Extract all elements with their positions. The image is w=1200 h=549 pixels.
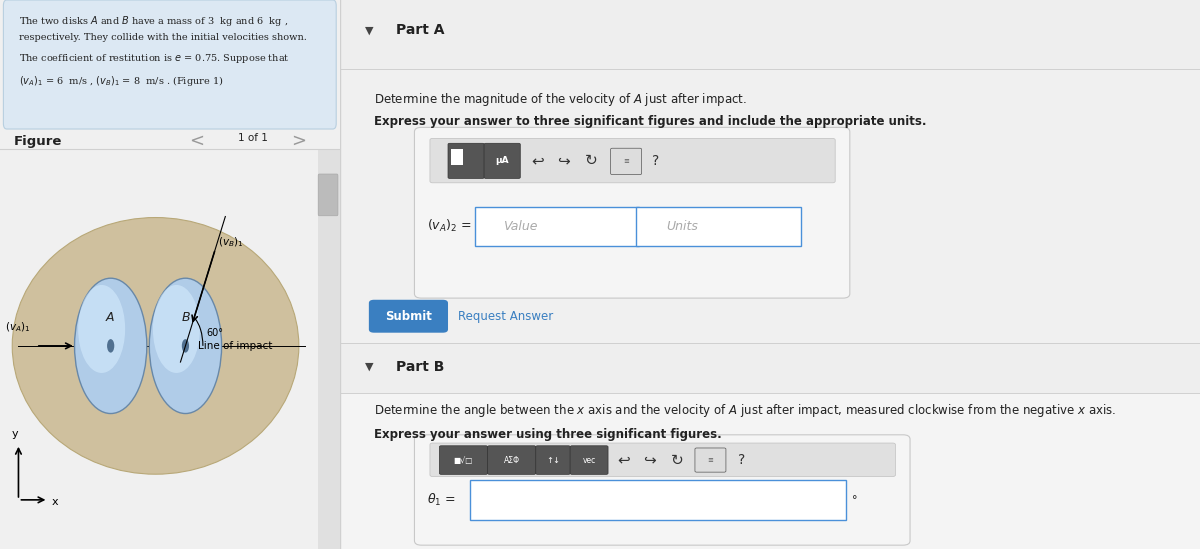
Text: $A$: $A$ [106, 311, 116, 324]
FancyBboxPatch shape [4, 0, 336, 129]
Text: <: < [190, 132, 204, 150]
FancyBboxPatch shape [318, 174, 338, 216]
Circle shape [149, 278, 222, 413]
FancyBboxPatch shape [340, 0, 1200, 69]
FancyBboxPatch shape [695, 448, 726, 472]
Text: ↩: ↩ [532, 153, 544, 169]
Text: $(v_A)_1$ = 6  m/s , $(v_B)_1$ = 8  m/s . (Figure 1): $(v_A)_1$ = 6 m/s , $(v_B)_1$ = 8 m/s . … [19, 74, 223, 88]
FancyBboxPatch shape [340, 343, 1200, 393]
FancyBboxPatch shape [484, 143, 521, 178]
Text: Submit: Submit [385, 310, 432, 323]
Text: >: > [292, 132, 306, 150]
Text: ↪: ↪ [643, 452, 655, 468]
Text: respectively. They collide with the initial velocities shown.: respectively. They collide with the init… [19, 33, 306, 42]
Circle shape [78, 285, 125, 373]
FancyBboxPatch shape [414, 127, 850, 298]
FancyBboxPatch shape [448, 143, 484, 178]
FancyBboxPatch shape [318, 149, 340, 549]
Text: $\theta_1$ =: $\theta_1$ = [427, 491, 456, 508]
Text: ↻: ↻ [584, 153, 598, 169]
FancyBboxPatch shape [475, 207, 640, 246]
Ellipse shape [12, 217, 299, 474]
Circle shape [152, 285, 200, 373]
FancyBboxPatch shape [368, 300, 448, 333]
Text: ?: ? [652, 154, 659, 168]
Text: $B$: $B$ [180, 311, 191, 324]
Text: $(v_B)_1$: $(v_B)_1$ [218, 236, 244, 249]
Text: 1 of 1: 1 of 1 [238, 133, 268, 143]
Text: ↪: ↪ [557, 153, 570, 169]
Text: Determine the magnitude of the velocity of $A$ just after impact.: Determine the magnitude of the velocity … [374, 91, 746, 108]
Text: °: ° [852, 495, 857, 505]
Text: $(v_A)_1$: $(v_A)_1$ [5, 321, 31, 334]
FancyBboxPatch shape [636, 207, 800, 246]
Text: μA: μA [496, 156, 509, 165]
FancyBboxPatch shape [470, 480, 846, 520]
FancyBboxPatch shape [430, 443, 895, 477]
FancyBboxPatch shape [487, 446, 535, 474]
Text: $(v_A)_2$ =: $(v_A)_2$ = [427, 218, 472, 234]
FancyBboxPatch shape [535, 446, 570, 474]
Text: ΑΣΦ: ΑΣΦ [504, 456, 520, 464]
FancyBboxPatch shape [439, 446, 487, 474]
Text: x: x [52, 497, 59, 507]
Text: Figure: Figure [13, 135, 62, 148]
Text: ■√□: ■√□ [454, 456, 473, 464]
Text: The coefficient of restitution is $e$ = 0.75. Suppose that: The coefficient of restitution is $e$ = … [19, 52, 289, 65]
Text: Part B: Part B [396, 360, 444, 374]
Text: ↩: ↩ [617, 452, 630, 468]
Text: Express your answer using three significant figures.: Express your answer using three signific… [374, 428, 721, 441]
Text: Part A: Part A [396, 23, 444, 37]
Text: y: y [12, 429, 18, 439]
Text: vec: vec [582, 456, 595, 464]
Text: Units: Units [666, 220, 698, 233]
Text: Determine the angle between the $x$ axis and the velocity of $A$ just after impa: Determine the angle between the $x$ axis… [374, 402, 1116, 419]
Text: Express your answer to three significant figures and include the appropriate uni: Express your answer to three significant… [374, 115, 926, 128]
Circle shape [182, 339, 190, 352]
Text: ≡: ≡ [623, 159, 629, 164]
Text: ▼: ▼ [366, 25, 374, 35]
Text: ↻: ↻ [671, 452, 683, 468]
FancyBboxPatch shape [570, 446, 608, 474]
Text: ?: ? [738, 453, 745, 467]
FancyBboxPatch shape [611, 148, 642, 175]
Text: 60°: 60° [206, 328, 223, 338]
Circle shape [107, 339, 114, 352]
Text: Line of impact: Line of impact [198, 341, 272, 351]
Text: Request Answer: Request Answer [458, 310, 553, 323]
FancyBboxPatch shape [340, 343, 1200, 549]
Text: ≡: ≡ [708, 457, 713, 463]
Text: Value: Value [503, 220, 538, 233]
Text: ↑↓: ↑↓ [546, 456, 560, 464]
Circle shape [74, 278, 146, 413]
FancyBboxPatch shape [430, 138, 835, 183]
Text: ▼: ▼ [366, 362, 374, 372]
FancyBboxPatch shape [451, 149, 463, 165]
Text: The two disks $A$ and $B$ have a mass of 3  kg and 6  kg ,: The two disks $A$ and $B$ have a mass of… [19, 14, 288, 28]
FancyBboxPatch shape [414, 435, 910, 545]
